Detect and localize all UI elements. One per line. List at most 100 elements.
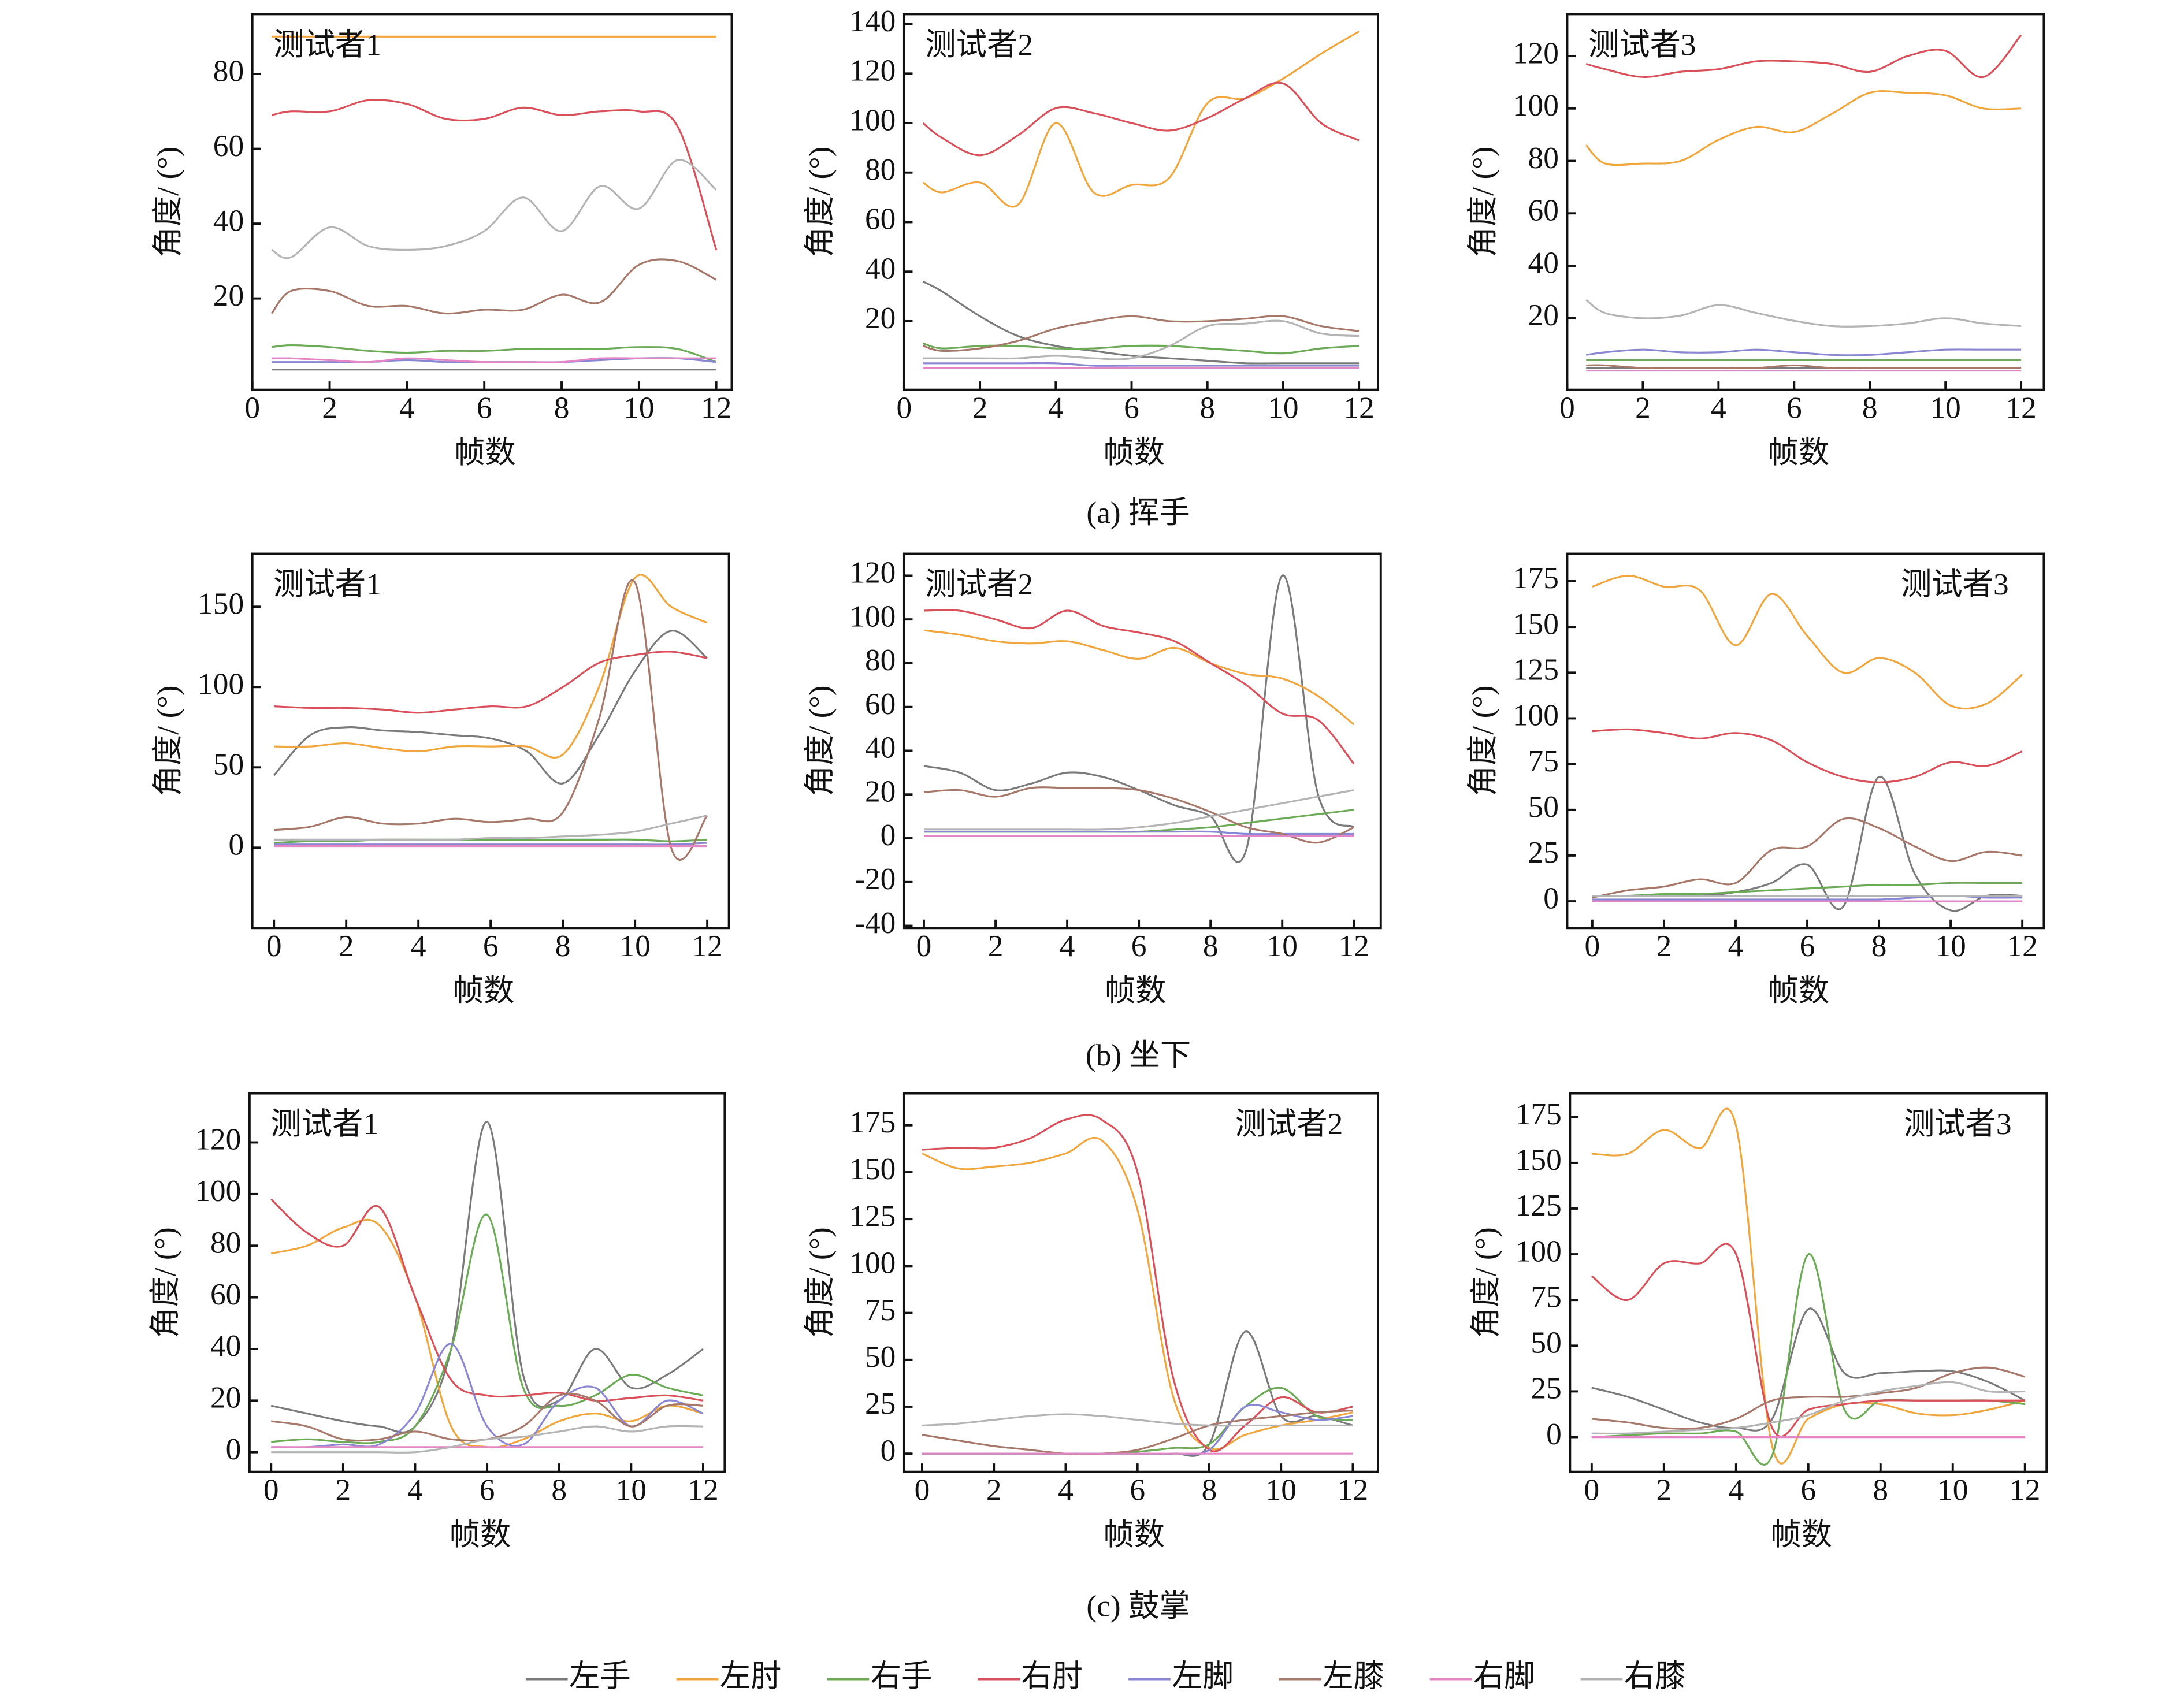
series-line (271, 1213, 704, 1444)
y-tick-label: 20 (213, 278, 244, 313)
x-tick-label: 8 (1203, 928, 1219, 963)
x-axis-label: 帧数 (453, 973, 515, 1008)
series-line (1592, 728, 2023, 783)
y-tick-label: 40 (865, 730, 896, 765)
panel: 0 2 4 6 8 10 12 0 25 50 75 100 125 150 175 测试者2 帧数 角度/ (°… (802, 1092, 1379, 1552)
x-tick-label: 6 (480, 1472, 495, 1507)
panel: 0 2 4 6 8 10 12 20 40 60 80 测试者1 帧数 角度/ (°) (150, 13, 733, 470)
y-axis-label: 角度/ (°) (150, 147, 185, 258)
x-tick-label: 0 (897, 390, 912, 425)
legend-label: 右膝 (1624, 1659, 1686, 1693)
x-tick-label: 12 (2007, 928, 2037, 963)
x-axis-label: 帧数 (454, 435, 516, 470)
series-line (274, 579, 708, 861)
x-tick-label: 4 (1711, 390, 1726, 425)
y-tick-label: 150 (1513, 606, 1559, 641)
series-line (923, 629, 1355, 726)
series-line (272, 357, 716, 363)
y-tick-label: 80 (865, 152, 896, 187)
panel-title: 测试者1 (270, 1106, 378, 1141)
series-group (923, 574, 1355, 863)
x-tick-label: 4 (1058, 1472, 1074, 1507)
plot-frame (902, 1092, 1379, 1473)
series-line (274, 838, 708, 844)
x-tick-label: 8 (551, 1472, 567, 1507)
legend: 左手 左肘 右手 右肘 左脚 左膝 右脚 右膝 (525, 1659, 1686, 1693)
x-tick-label: 12 (2005, 390, 2036, 425)
series-line (1586, 364, 2022, 369)
y-tick-label: 50 (865, 1339, 896, 1374)
legend-label: 右脚 (1473, 1659, 1535, 1693)
series-line (1591, 1366, 2026, 1430)
panel-title: 测试者3 (1588, 27, 1696, 62)
y-tick-label: 75 (1528, 744, 1559, 778)
y-tick-label: 100 (1513, 88, 1559, 122)
y-axis-label: 角度/ (°) (150, 686, 185, 797)
series-line (923, 574, 1355, 863)
series-line (1585, 90, 2022, 166)
y-tick-label: 140 (849, 3, 896, 38)
series-group (273, 574, 708, 861)
x-tick-label: 0 (1584, 1472, 1599, 1507)
x-tick-label: 8 (1199, 390, 1215, 425)
y-tick-label: 150 (849, 1151, 896, 1186)
panel-title: 测试者2 (925, 27, 1033, 62)
x-tick-label: 8 (1202, 1472, 1217, 1507)
y-tick-label: 75 (1531, 1279, 1561, 1314)
x-tick-label: 0 (1559, 390, 1575, 425)
y-axis-label: 角度/ (°) (802, 686, 837, 797)
x-tick-label: 12 (1343, 390, 1374, 425)
x-tick-label: 12 (701, 390, 731, 425)
plot-frame (251, 552, 730, 930)
x-tick-label: 4 (1728, 928, 1744, 963)
panel: 0 2 4 6 8 10 12 20 40 60 80 100 120 测试者3 帧数 角度/ (°) (1465, 13, 2045, 470)
y-tick-label: 60 (865, 686, 896, 721)
y-tick-label: 0 (1543, 880, 1559, 915)
series-line (270, 258, 717, 315)
x-tick-label: 0 (244, 390, 260, 425)
series-line (1585, 348, 2022, 356)
series-line (1592, 882, 2023, 897)
series-line (923, 609, 1355, 765)
y-tick-label: 0 (1546, 1417, 1562, 1451)
y-tick-label: 80 (1528, 140, 1559, 175)
y-tick-label: 100 (195, 1173, 241, 1208)
y-tick-label: -40 (855, 905, 896, 940)
x-axis-label: 帧数 (1103, 435, 1165, 470)
y-tick-label: 60 (865, 202, 896, 236)
y-tick-label: 175 (849, 1105, 896, 1139)
caption: (b) 坐下 (1086, 1038, 1191, 1072)
y-tick-label: 80 (213, 53, 244, 88)
x-tick-label: 0 (1585, 928, 1600, 963)
series-line (922, 1413, 1353, 1427)
series-line (922, 1409, 1353, 1455)
series-line (1585, 34, 2022, 78)
y-tick-label: 150 (198, 586, 244, 621)
x-tick-label: 12 (2010, 1472, 2040, 1507)
x-tick-label: 10 (1930, 390, 1960, 425)
series-line (923, 315, 1360, 352)
plot-frame (1566, 552, 2045, 930)
series-group (270, 1121, 704, 1454)
series-line (924, 809, 1354, 833)
x-tick-label: 8 (554, 390, 570, 425)
x-tick-label: 4 (1060, 928, 1075, 963)
x-tick-label: 12 (1339, 928, 1369, 963)
y-axis-label: 角度/ (°) (1468, 1227, 1503, 1338)
x-axis-label: 帧数 (1103, 1517, 1165, 1552)
x-tick-label: 12 (1338, 1472, 1368, 1507)
series-line (923, 342, 1360, 355)
x-tick-label: 6 (1800, 928, 1815, 963)
y-tick-label: 40 (210, 1328, 241, 1363)
series-line (1591, 1307, 2026, 1432)
x-tick-label: 4 (411, 928, 426, 963)
series-line (1592, 817, 2023, 899)
plot-frame (1566, 13, 2045, 391)
x-tick-label: 6 (1786, 390, 1802, 425)
panel: 0 2 4 6 8 10 12 20 40 60 80 100 120 140 测试者2 帧数 角度/ (°) (802, 3, 1379, 470)
y-tick-label: 100 (849, 102, 896, 137)
panel: 0 2 4 6 8 10 12 0 50 100 150 测试者1 帧数 角度/ (°) (150, 552, 730, 1008)
x-tick-label: 8 (1862, 390, 1878, 425)
legend-label: 左膝 (1323, 1659, 1384, 1693)
series-line (271, 344, 717, 363)
